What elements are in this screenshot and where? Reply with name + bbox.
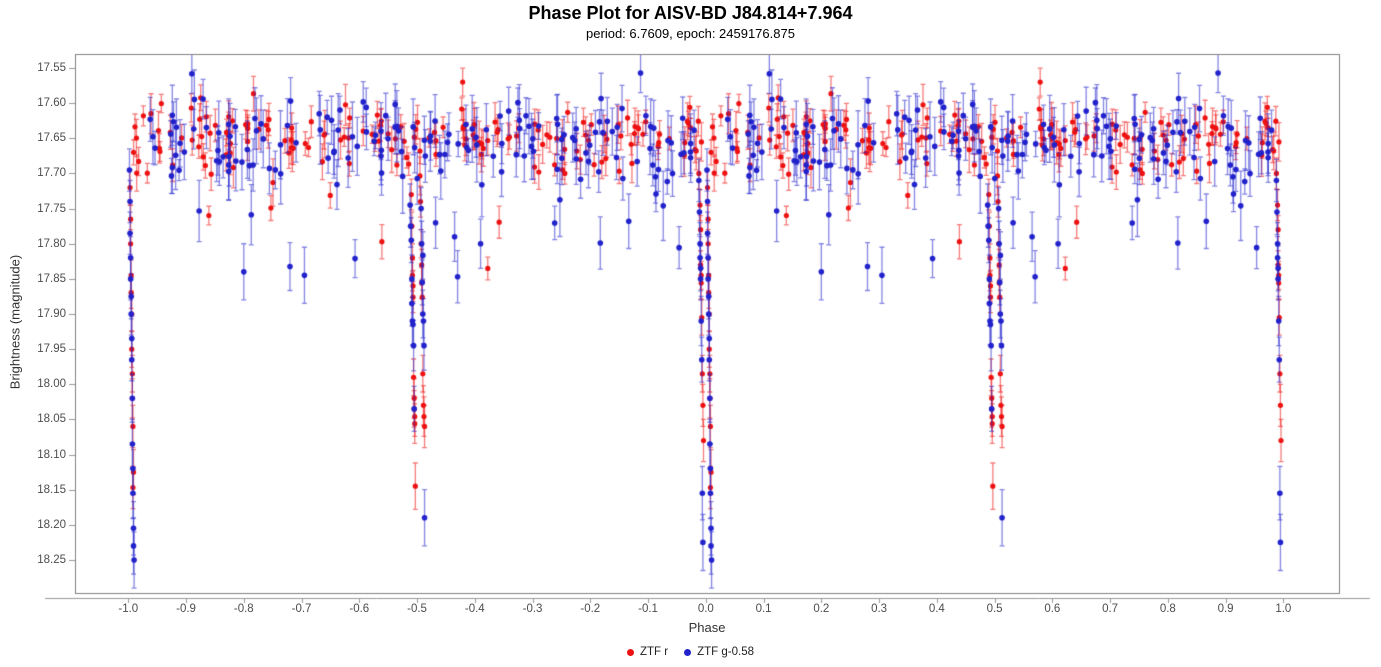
x-tick-label: 0.4 [928,603,945,615]
y-tick-label: 18.10 [37,448,66,461]
x-tick-label: 0.8 [1159,603,1176,615]
x-axis-label: Phase [688,620,726,635]
legend-label-ztf-r: ZTF r [640,646,669,658]
legend-item-ztf-r: ZTF r [627,646,668,658]
x-tick-label: 0.9 [1217,603,1234,615]
x-tick-label: -0.3 [522,603,543,615]
y-tick-label: 17.55 [37,62,66,75]
x-tick-label: -0.1 [638,603,658,615]
x-tick-label: 0.7 [1102,603,1119,615]
y-tick-label: 17.85 [37,272,66,285]
x-tick-label: 0.1 [755,603,772,615]
x-tick-label: -1.0 [118,603,139,615]
y-tick-label: 17.90 [37,308,66,320]
y-tick-label: 17.65 [37,132,66,145]
y-tick-label: 17.75 [37,202,66,215]
x-tick-label: -0.7 [291,603,312,615]
x-tick-label: -0.5 [407,603,427,615]
x-tick-label: -0.6 [349,603,370,615]
legend-marker-ztf-r-icon [627,648,634,656]
y-tick-label: 17.80 [37,237,66,250]
x-tick-label: 0.5 [986,603,1003,615]
x-tick-label: 0.6 [1044,603,1061,615]
legend-item-ztf-g-0-58: ZTF g-0.58 [684,646,754,658]
y-tick-label: 17.95 [37,343,66,356]
x-tick-label: -0.4 [464,603,485,615]
x-tick-label: 0.2 [813,603,830,615]
legend-label-ztf-g-0-58: ZTF g-0.58 [697,646,754,658]
legend-marker-ztf-g-0-58-icon [684,648,692,656]
y-tick-label: 17.70 [37,167,66,180]
x-tick-label: 0.3 [871,603,888,615]
y-tick-label: 18.20 [37,518,66,531]
x-tick-label: 0.0 [697,603,714,615]
x-tick-label: -0.2 [580,603,601,615]
y-tick-label: 18.00 [37,378,66,391]
x-tick-label: -0.8 [233,603,254,615]
y-tick-label: 18.05 [37,413,66,426]
y-tick-label: 18.25 [37,553,66,566]
chart-legend: ZTF r ZTF g-0.58 [0,646,1381,658]
x-tick-label: -0.9 [176,603,196,615]
y-tick-label: 17.60 [37,97,66,110]
x-tick-label: 1.0 [1275,603,1292,615]
y-tick-label: 18.15 [37,483,66,496]
